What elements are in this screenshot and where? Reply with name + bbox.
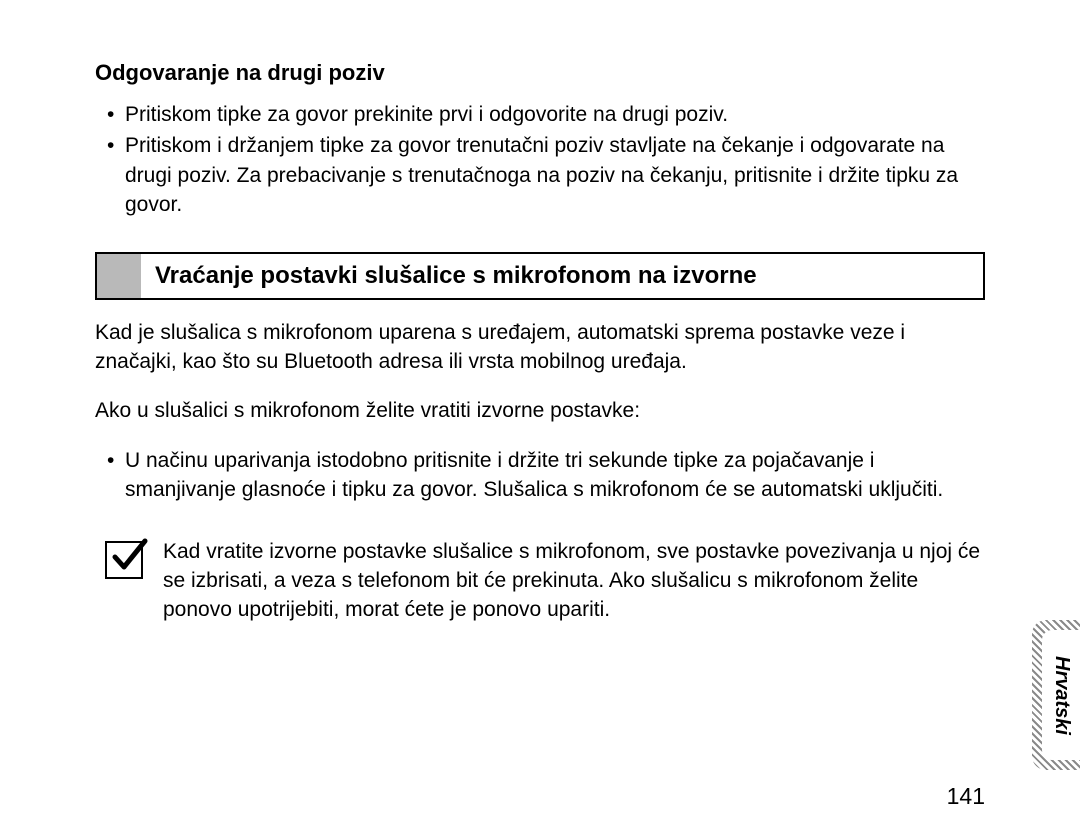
- manual-page: Odgovaranje na drugi poziv Pritiskom tip…: [0, 0, 1080, 840]
- list-item: U načinu uparivanja istodobno pritisnite…: [95, 446, 985, 505]
- section2-para1: Kad je slušalica s mikrofonom uparena s …: [95, 318, 985, 377]
- list-item: Pritiskom tipke za govor prekinite prvi …: [95, 100, 985, 129]
- note-text: Kad vratite izvorne postavke slušalice s…: [163, 537, 985, 625]
- section2-para2: Ako u slušalici s mikrofonom želite vrat…: [95, 396, 985, 425]
- list-item: Pritiskom i držanjem tipke za govor tren…: [95, 131, 985, 219]
- title-accent-block: [97, 254, 141, 298]
- note-block: Kad vratite izvorne postavke slušalice s…: [95, 537, 985, 625]
- checkbox-icon: [105, 541, 143, 579]
- section2-bullets: U načinu uparivanja istodobno pritisnite…: [95, 446, 985, 505]
- section1-bullets: Pritiskom tipke za govor prekinite prvi …: [95, 100, 985, 220]
- section1-heading: Odgovaranje na drugi poziv: [95, 60, 985, 86]
- tab-inner: Hrvatski: [1042, 630, 1080, 760]
- page-number: 141: [947, 783, 985, 810]
- section2-title: Vraćanje postavki slušalice s mikrofonom…: [141, 254, 983, 298]
- tab-label: Hrvatski: [1050, 656, 1073, 735]
- language-tab: Hrvatski: [1032, 620, 1080, 770]
- section2-title-box: Vraćanje postavki slušalice s mikrofonom…: [95, 252, 985, 300]
